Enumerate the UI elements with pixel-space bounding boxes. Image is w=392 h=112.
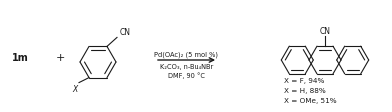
Text: X: X (73, 84, 78, 93)
Text: X = H, 88%: X = H, 88% (284, 87, 326, 93)
Text: K₂CO₃, n-Bu₄NBr: K₂CO₃, n-Bu₄NBr (160, 63, 213, 69)
Text: X = OMe, 51%: X = OMe, 51% (284, 97, 337, 103)
Text: X = F, 94%: X = F, 94% (284, 77, 324, 83)
Text: CN: CN (120, 28, 131, 37)
Text: DMF, 90 °C: DMF, 90 °C (168, 71, 205, 78)
Text: +: + (55, 53, 65, 62)
Text: CN: CN (319, 27, 330, 36)
Text: Pd(OAc)₂ (5 mol %): Pd(OAc)₂ (5 mol %) (154, 51, 218, 57)
Text: 1m: 1m (12, 53, 29, 62)
